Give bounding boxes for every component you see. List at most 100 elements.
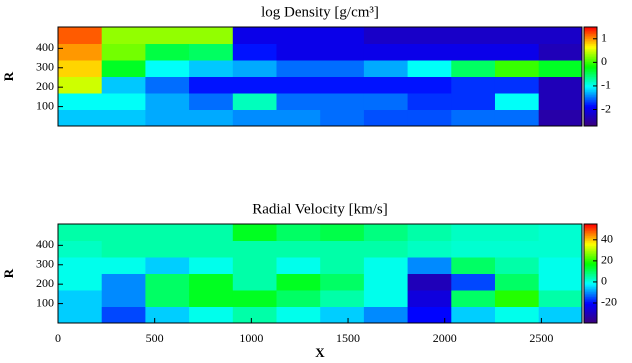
heat-cell bbox=[538, 306, 583, 324]
heat-cell bbox=[451, 240, 496, 258]
heat-cell bbox=[276, 240, 321, 258]
heat-cell bbox=[101, 257, 146, 274]
heat-cell bbox=[101, 60, 146, 77]
x-tick-label: 2500 bbox=[529, 331, 553, 345]
colorbar-strip bbox=[584, 73, 597, 76]
heat-cell bbox=[189, 60, 234, 77]
heat-cell bbox=[58, 290, 103, 307]
x-tick-label: 1500 bbox=[336, 331, 360, 345]
heat-cell bbox=[189, 257, 234, 274]
colorbar-strip bbox=[584, 316, 597, 319]
heat-cell bbox=[320, 273, 365, 291]
heat-cell bbox=[451, 93, 496, 110]
colorbar-strip bbox=[584, 288, 597, 291]
y-axis-label: R bbox=[1, 268, 16, 278]
colorbar-strip bbox=[584, 99, 597, 102]
colorbar-strip bbox=[584, 273, 597, 276]
colorbar-strip bbox=[584, 33, 597, 36]
y-tick-label: 300 bbox=[36, 60, 54, 74]
heat-cell bbox=[494, 306, 540, 324]
heat-cell bbox=[145, 257, 190, 274]
colorbar-tick-label: 20 bbox=[601, 253, 613, 267]
heat-cell bbox=[407, 306, 452, 324]
x-tick-label: 1000 bbox=[239, 331, 263, 345]
colorbar-strip bbox=[584, 311, 597, 314]
colorbar-strip bbox=[584, 84, 597, 87]
colorbar-strip bbox=[584, 248, 597, 251]
heat-cell bbox=[145, 43, 190, 61]
colorbar-strip bbox=[584, 260, 597, 263]
heat-cell bbox=[407, 224, 452, 241]
colorbar-strip bbox=[584, 237, 597, 240]
colorbar-strip bbox=[584, 89, 597, 92]
colorbar-tick-label: 0 bbox=[601, 54, 607, 68]
colorbar-strip bbox=[584, 97, 597, 101]
heat-cell bbox=[189, 27, 234, 44]
heat-cell bbox=[101, 109, 146, 127]
heat-cell bbox=[101, 93, 146, 110]
heat-cell bbox=[189, 43, 234, 61]
colorbar-strip bbox=[584, 124, 597, 127]
heat-cell bbox=[58, 76, 103, 94]
colorbar-strip bbox=[584, 109, 597, 112]
heat-cell bbox=[494, 27, 540, 44]
colorbar-strip bbox=[584, 106, 597, 109]
colorbar-strip bbox=[584, 116, 597, 119]
heat-cell bbox=[494, 224, 540, 241]
colorbar-strip bbox=[584, 240, 597, 243]
y-tick-label: 400 bbox=[36, 237, 54, 251]
heat-cell bbox=[363, 109, 409, 127]
heat-cell bbox=[189, 109, 234, 127]
heat-cell bbox=[407, 240, 452, 258]
heat-cell bbox=[189, 306, 234, 324]
heat-cell bbox=[407, 273, 452, 291]
colorbar-strip bbox=[584, 41, 597, 44]
colorbar-strip bbox=[584, 27, 597, 30]
heat-cell bbox=[407, 93, 452, 110]
colorbar-strip bbox=[584, 303, 597, 306]
heat-cell bbox=[145, 76, 190, 94]
heat-cell bbox=[451, 224, 496, 241]
colorbar-strip bbox=[584, 321, 597, 324]
colorbar-strip bbox=[584, 76, 597, 79]
heat-cell bbox=[232, 93, 277, 110]
heat-cell bbox=[276, 306, 321, 324]
heat-cell bbox=[363, 43, 409, 61]
heat-cell bbox=[494, 257, 540, 274]
heat-cell bbox=[101, 240, 146, 258]
colorbar-strip bbox=[584, 71, 597, 74]
colorbar-strip bbox=[584, 294, 597, 298]
colorbar-strip bbox=[584, 301, 597, 304]
colorbar-strip bbox=[584, 51, 597, 54]
heat-cell bbox=[451, 27, 496, 44]
colorbar-strip bbox=[584, 119, 597, 122]
heat-cell bbox=[276, 257, 321, 274]
colorbar-strip bbox=[584, 46, 597, 49]
panel-title: log Density [g/cm³] bbox=[261, 4, 379, 20]
colorbar-strip bbox=[584, 309, 597, 312]
colorbar-frame bbox=[583, 223, 598, 324]
colorbar-strip bbox=[584, 258, 597, 261]
heat-cell bbox=[189, 224, 234, 241]
colorbar-strip bbox=[584, 112, 597, 115]
heat-cell bbox=[101, 76, 146, 94]
heat-cell bbox=[320, 224, 365, 241]
colorbar-strip bbox=[584, 255, 597, 258]
heat-cell bbox=[451, 306, 496, 324]
heat-cell bbox=[494, 60, 540, 77]
heat-cell bbox=[363, 306, 409, 324]
colorbar-strip bbox=[584, 68, 597, 71]
heat-cell bbox=[101, 27, 146, 44]
heat-cell bbox=[145, 60, 190, 77]
colorbar-strip bbox=[584, 30, 597, 33]
colorbar-tick-label: -20 bbox=[601, 295, 617, 309]
heat-cell bbox=[538, 60, 583, 77]
colorbar-strip bbox=[584, 69, 597, 73]
colorbar-strip bbox=[584, 257, 597, 260]
heat-cell bbox=[320, 240, 365, 258]
heat-cell bbox=[494, 93, 540, 110]
colorbar-strip bbox=[584, 58, 597, 61]
colorbar-strip bbox=[584, 247, 597, 250]
colorbar-strip bbox=[584, 238, 597, 241]
colorbar-strip bbox=[584, 79, 597, 82]
